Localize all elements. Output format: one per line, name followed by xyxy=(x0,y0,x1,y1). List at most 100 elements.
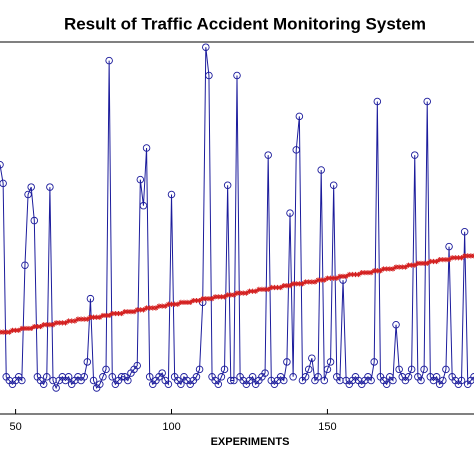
point-marker xyxy=(184,299,190,305)
point-marker xyxy=(145,373,154,381)
point-marker xyxy=(449,255,455,261)
point-marker xyxy=(128,309,134,315)
point-marker xyxy=(167,190,176,199)
point-marker xyxy=(192,373,201,381)
point-marker xyxy=(440,257,446,263)
point-marker xyxy=(206,296,212,302)
point-marker xyxy=(105,56,113,65)
point-marker xyxy=(96,380,104,388)
point-marker xyxy=(445,242,453,251)
point-marker xyxy=(280,376,288,385)
point-marker xyxy=(147,305,153,311)
point-marker xyxy=(264,151,272,159)
point-marker xyxy=(284,283,290,289)
point-marker xyxy=(324,275,331,281)
point-marker xyxy=(16,327,22,333)
point-marker xyxy=(329,181,338,189)
point-marker xyxy=(97,314,103,320)
point-marker xyxy=(137,307,143,313)
point-marker xyxy=(253,288,259,294)
point-marker xyxy=(420,365,428,374)
point-marker xyxy=(292,146,301,154)
point-marker xyxy=(215,294,221,300)
point-marker xyxy=(139,201,148,210)
point-marker xyxy=(402,264,408,270)
point-marker xyxy=(327,275,334,281)
point-marker xyxy=(249,288,256,294)
point-marker xyxy=(34,323,41,330)
point-marker xyxy=(262,286,268,292)
point-marker xyxy=(112,310,118,317)
point-marker xyxy=(286,209,294,217)
point-marker xyxy=(465,253,471,259)
point-marker xyxy=(140,307,147,313)
point-marker xyxy=(164,380,173,388)
point-marker xyxy=(205,71,213,80)
point-marker xyxy=(340,273,346,279)
point-marker xyxy=(359,270,365,276)
point-marker xyxy=(352,271,359,278)
point-marker xyxy=(304,365,313,374)
point-marker xyxy=(75,316,81,322)
point-marker xyxy=(181,299,187,305)
point-marker xyxy=(56,320,62,326)
point-marker xyxy=(362,270,368,276)
point-marker xyxy=(314,373,322,381)
point-marker xyxy=(417,376,425,385)
point-marker xyxy=(261,369,269,377)
point-marker xyxy=(87,314,94,320)
point-marker xyxy=(24,190,32,199)
point-marker xyxy=(25,325,31,332)
point-marker xyxy=(343,273,349,279)
point-marker xyxy=(80,373,88,381)
point-marker xyxy=(246,288,253,294)
point-marker xyxy=(9,327,16,333)
point-marker xyxy=(412,262,418,268)
point-marker xyxy=(370,358,378,366)
point-marker xyxy=(177,380,185,388)
point-marker xyxy=(418,260,424,266)
point-marker xyxy=(231,292,237,298)
point-marker xyxy=(234,290,240,296)
point-marker xyxy=(52,384,60,392)
point-marker xyxy=(78,316,84,322)
point-marker xyxy=(455,255,462,261)
point-marker xyxy=(214,380,223,388)
point-marker xyxy=(393,264,399,270)
point-marker xyxy=(462,253,468,259)
point-marker xyxy=(437,257,443,263)
point-marker xyxy=(405,262,412,268)
point-marker xyxy=(227,376,235,385)
point-marker xyxy=(43,373,51,381)
point-marker xyxy=(69,318,75,324)
point-marker xyxy=(209,296,215,302)
point-marker xyxy=(390,266,396,272)
point-marker xyxy=(421,260,427,266)
point-marker xyxy=(3,329,9,335)
point-marker xyxy=(331,275,337,281)
point-marker xyxy=(460,227,469,236)
point-marker xyxy=(202,43,210,51)
point-marker xyxy=(136,175,145,184)
point-marker xyxy=(217,373,226,381)
point-marker xyxy=(150,305,156,311)
point-marker xyxy=(290,281,296,287)
point-marker xyxy=(62,320,69,326)
point-marker xyxy=(432,373,441,381)
point-marker xyxy=(59,320,65,326)
point-marker xyxy=(315,277,321,283)
x-tick-label: 100 xyxy=(162,421,180,433)
point-marker xyxy=(162,303,168,309)
point-marker xyxy=(37,323,44,330)
point-marker xyxy=(142,144,151,152)
point-marker xyxy=(404,373,413,381)
point-marker xyxy=(0,161,4,169)
point-marker xyxy=(318,277,324,283)
chart-title: Result of Traffic Accident Monitoring Sy… xyxy=(64,14,426,33)
point-marker xyxy=(396,264,402,270)
x-axis-label: EXPERIMENTS xyxy=(211,436,290,448)
point-marker xyxy=(296,281,302,287)
point-marker xyxy=(94,314,100,320)
point-marker xyxy=(442,365,450,374)
point-marker xyxy=(81,316,87,322)
